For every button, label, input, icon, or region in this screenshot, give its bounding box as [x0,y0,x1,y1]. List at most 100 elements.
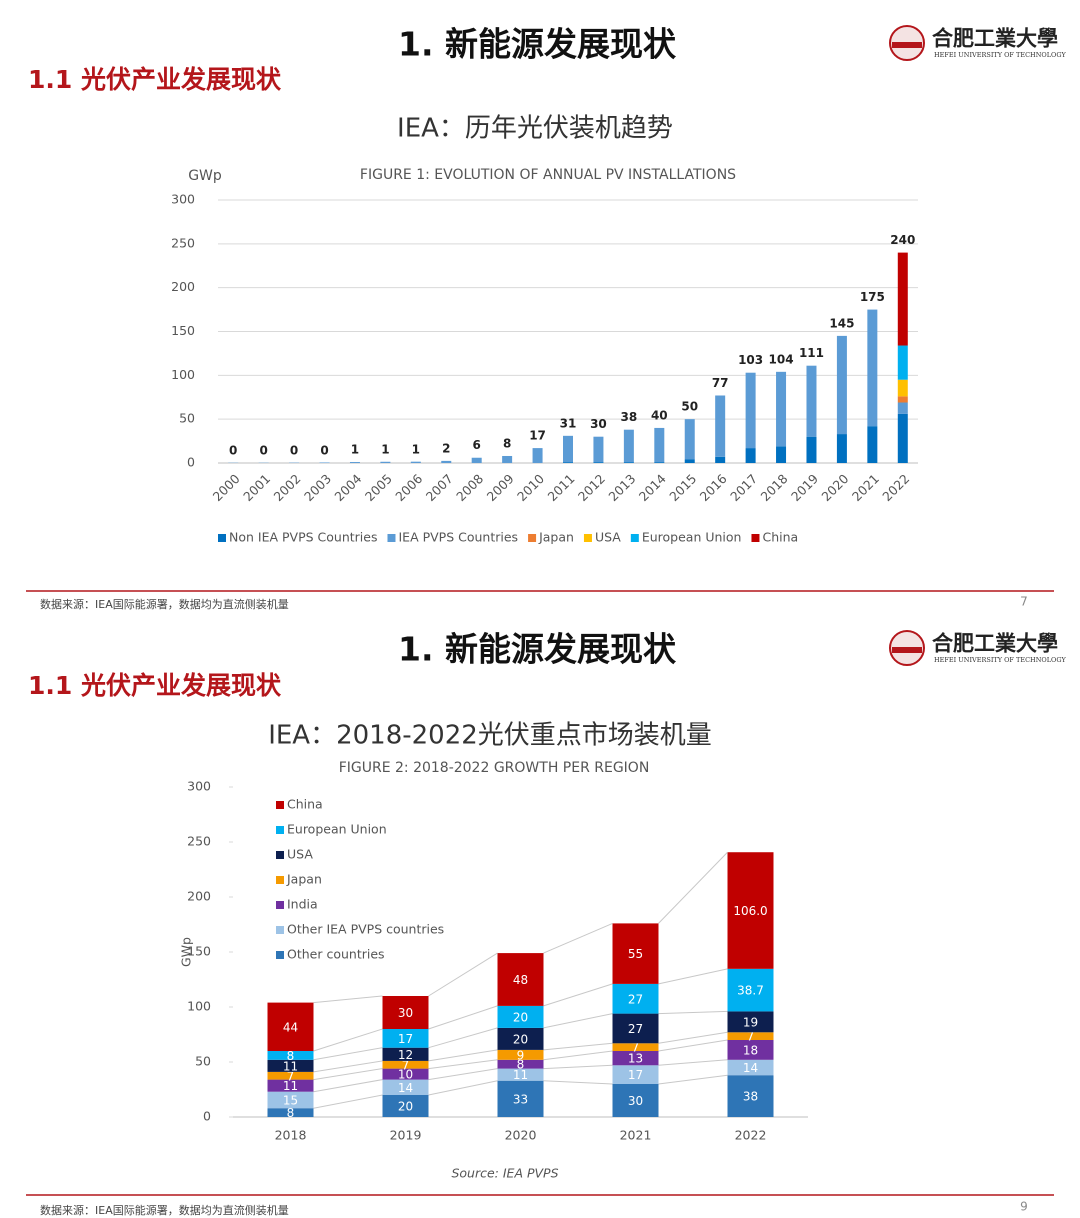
chart: FIGURE 1: EVOLUTION OF ANNUAL PV INSTALL… [171,167,918,545]
bar-segment [382,1079,429,1095]
connector [313,1047,383,1061]
bar-segment [806,436,817,463]
legend-swatch [387,534,396,542]
total-label: 0 [229,444,237,458]
connector [313,1068,383,1081]
total-label: 0 [259,444,267,458]
data-label: 11 [283,1079,298,1093]
bar-segment [497,1005,544,1028]
y-tick-label: 250 [187,834,211,849]
connector [428,1005,498,1030]
x-tick-label: 2021 [620,1128,652,1143]
bar-segment [897,379,908,397]
legend-label: USA [595,530,621,545]
legend-swatch [276,926,284,934]
section-title: 1.1 光伏产业发展现状 [28,671,282,700]
total-label: 175 [860,290,885,304]
connector [543,1013,613,1029]
bar-segment [612,923,659,984]
total-label: 111 [799,346,824,360]
chart-title: FIGURE 1: EVOLUTION OF ANNUAL PV INSTALL… [360,167,736,183]
connector [428,1059,498,1070]
y-tick-label: 250 [171,235,195,250]
bar-segment [715,395,726,457]
bar-segment [612,1065,659,1084]
bar-segment [654,427,665,463]
bar-segment [382,1068,429,1080]
bar-segment [897,345,908,380]
bar-segment [727,1040,774,1060]
connector [658,851,728,924]
bar-segment [836,434,847,463]
x-tick-label: 2020 [505,1128,537,1143]
data-label: 20 [513,1032,528,1046]
logo-text: 合肥工業大學 [932,26,1058,51]
data-label: 7 [747,1030,755,1044]
legend-label: Japan [286,872,322,887]
chart-title: FIGURE 2: 2018-2022 GROWTH PER REGION [339,760,650,776]
bar-segment [497,953,544,1006]
total-label: 104 [769,352,794,366]
page-number: 7 [1020,595,1028,609]
slide: 1. 新能源发展现状 1.1 光伏产业发展现状 IEA：2018-2022光伏重… [26,630,1066,1217]
connector [658,1074,728,1085]
source-note: Source: IEA PVPS [451,1166,558,1181]
total-label: 145 [829,316,854,330]
bar-segment [727,1059,774,1076]
total-label: 77 [712,376,729,390]
bar-segment [727,1032,774,1040]
legend-swatch [218,534,226,542]
legend-label: Other IEA PVPS countries [287,922,444,937]
data-label: 10 [398,1068,413,1082]
bar-segment [623,462,634,463]
data-label: 17 [398,1032,413,1046]
bar-segment [382,1060,429,1069]
bar-segment [745,448,756,463]
data-label: 44 [283,1020,298,1034]
bar-segment [836,335,847,435]
data-label: 55 [628,947,643,961]
bar-segment [502,455,513,463]
bar-segment [867,309,878,427]
connector [658,1039,728,1052]
connector [543,1080,613,1085]
data-label: 19 [743,1015,758,1029]
page-number: 9 [1020,1200,1028,1214]
slide-title: 1. 新能源发展现状 [398,25,677,64]
x-tick-label: 2022 [735,1128,767,1143]
total-label: 1 [412,443,420,457]
data-label: 13 [628,1052,643,1066]
x-tick-label: 2018 [275,1128,307,1143]
data-label: 30 [398,1006,413,1020]
slide: 1. 新能源发展现状 1.1 光伏产业发展现状 IEA：历年光伏装机趋势 合肥工… [26,25,1066,611]
bar-segment [267,1051,314,1060]
connector [658,968,728,985]
data-label: 8 [517,1058,525,1072]
y-tick-label: 150 [187,944,211,959]
bar-segment [349,462,360,463]
legend-label: USA [287,847,313,862]
section-title: 1.1 光伏产业发展现状 [28,65,282,94]
data-label: 11 [513,1068,528,1082]
data-label: 20 [398,1100,413,1114]
connector [313,1079,383,1093]
bar-segment [380,461,391,463]
bar-segment [319,462,330,463]
bar-segment [497,1049,544,1060]
bar-segment [410,461,421,463]
footer: 数据来源：IEA国际能源署，数据均为直流侧装机量 [40,597,289,611]
bar-segment [612,1013,659,1044]
x-tick-label: 2019 [390,1128,422,1143]
data-label: 7 [287,1069,295,1083]
slide-title: 1. 新能源发展现状 [398,630,677,669]
connector [428,1080,498,1096]
legend-label: European Union [642,530,742,545]
legend-swatch [276,826,284,834]
total-label: 50 [681,400,698,414]
y-tick-label: 200 [187,889,211,904]
y-tick-label: 100 [171,367,195,382]
bar-segment [612,1084,659,1117]
bar-segment [593,436,604,463]
total-label: 30 [590,417,607,431]
legend-label: Japan [538,530,574,545]
